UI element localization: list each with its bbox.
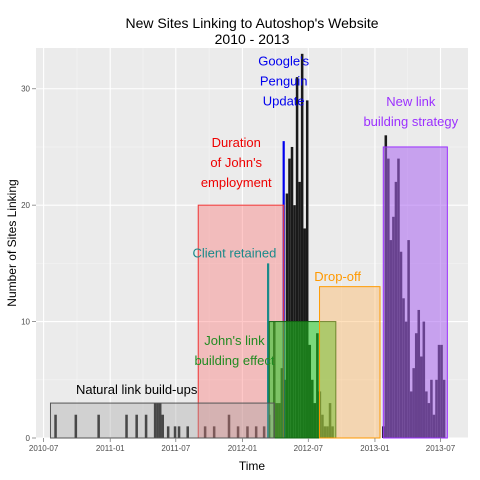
annotation-label: Client retained: [193, 246, 277, 261]
annotation-label: John's link: [204, 333, 265, 348]
annotation-box: [49, 402, 275, 439]
bar: [295, 77, 299, 438]
y-tick-label: 0: [26, 434, 31, 443]
annotations: Google's Penguin Update Duration of John's em…: [49, 53, 459, 439]
bar: [158, 403, 162, 438]
annotation-box: [382, 146, 448, 439]
bar: [173, 426, 177, 438]
annotation-label: employment: [201, 175, 272, 190]
bar: [300, 53, 304, 439]
bar: [227, 414, 231, 438]
bar: [305, 100, 309, 438]
bar: [125, 414, 128, 438]
bar: [254, 426, 258, 438]
bar: [203, 426, 207, 438]
bar: [156, 403, 159, 438]
y-tick-label: 30: [21, 85, 30, 94]
bar: [290, 146, 294, 438]
bar: [186, 426, 189, 438]
x-axis-ticks: 2010-07 2011-01 2011-07 2012-01 2012-07 2013-…: [29, 438, 456, 453]
bar: [144, 414, 148, 438]
bar: [246, 426, 249, 438]
annotation-box: [319, 286, 381, 439]
bar: [161, 414, 165, 438]
bar: [135, 414, 138, 438]
y-axis-label: Number of Sites Linking: [5, 179, 19, 306]
annotation-label: Penguin: [260, 73, 308, 88]
x-axis-label: Time: [239, 459, 266, 473]
bar: [54, 414, 57, 438]
annotation-label: of John's: [210, 155, 262, 170]
x-tick-label: 2011-07: [161, 444, 190, 453]
annotation-label: New link: [386, 94, 436, 109]
bar: [212, 426, 216, 438]
annotation-label: Natural link build-ups: [76, 382, 198, 397]
bar: [177, 426, 181, 438]
bar: [97, 414, 100, 438]
x-tick-label: 2012-01: [228, 444, 258, 453]
bar: [285, 193, 289, 438]
bar: [153, 403, 157, 438]
bar: [288, 158, 291, 438]
bar: [74, 414, 78, 438]
annotation-label: Duration: [212, 135, 261, 150]
bar: [166, 426, 170, 438]
y-axis-ticks: 0 10 20 30: [21, 85, 36, 443]
annotation-label: Google's: [258, 53, 309, 68]
annotation-label: Drop-off: [314, 269, 361, 284]
chart-title: New Sites Linking to Autoshop's Website: [126, 15, 379, 31]
x-tick-label: 2010-07: [29, 444, 59, 453]
x-tick-label: 2013-01: [360, 444, 390, 453]
x-tick-label: 2011-01: [96, 444, 125, 453]
bar: [236, 426, 240, 438]
annotation-label: building strategy: [363, 114, 458, 129]
y-tick-label: 20: [21, 201, 30, 210]
annotation-label: building effect: [194, 353, 274, 368]
x-tick-label: 2013-07: [426, 444, 456, 453]
chart-subtitle: 2010 - 2013: [215, 31, 290, 47]
bar: [298, 181, 301, 438]
annotation-box: [268, 321, 337, 439]
annotation-label: Update: [263, 93, 305, 108]
bar: [262, 426, 266, 438]
y-tick-label: 10: [21, 318, 30, 327]
x-tick-label: 2012-07: [294, 444, 324, 453]
